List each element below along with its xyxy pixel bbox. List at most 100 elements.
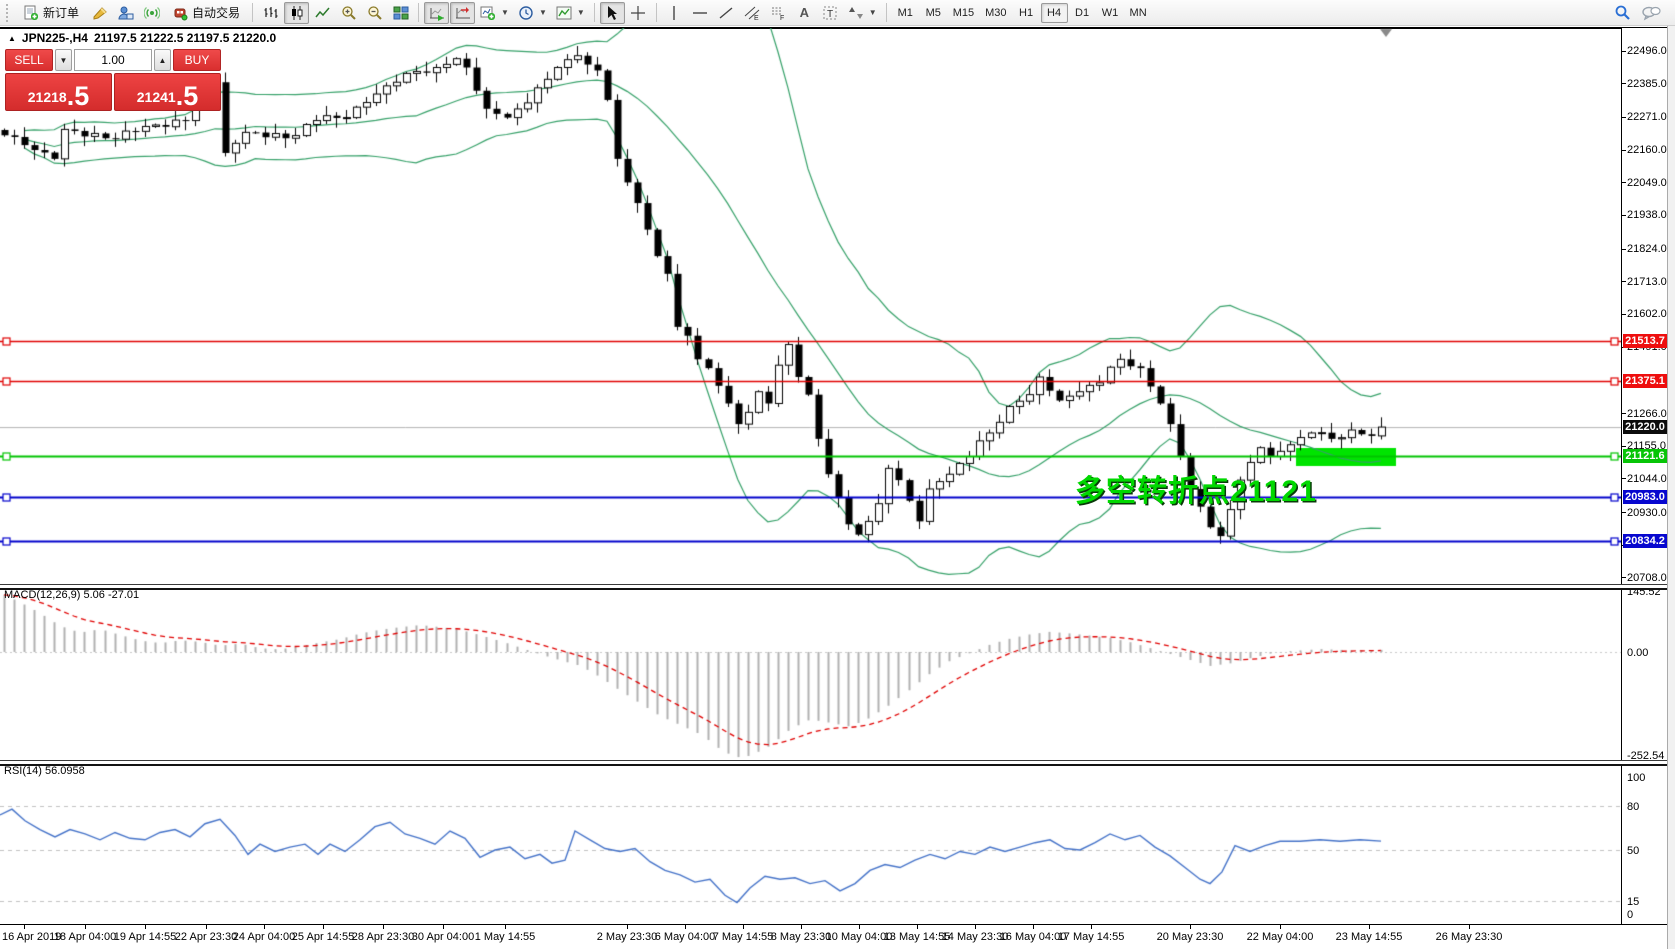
bar-chart-button[interactable] xyxy=(258,2,283,24)
price-tag[interactable]: 21121.6 xyxy=(1623,449,1667,464)
window-edge xyxy=(1667,0,1675,949)
auto-scroll-button[interactable] xyxy=(424,1,450,24)
time-axis-label: 7 May 14:55 xyxy=(712,931,774,943)
pane-separator[interactable] xyxy=(0,584,1667,590)
time-axis[interactable]: 16 Apr 2019 18 Apr 04:00 19 Apr 14:55 22 Ap… xyxy=(0,924,1667,949)
new-order-button[interactable]: 新订单 xyxy=(16,2,86,24)
toolbar-separator xyxy=(885,3,887,22)
chart-canvas[interactable] xyxy=(0,28,1621,925)
zoom-in-button[interactable] xyxy=(336,2,361,24)
label-icon: T xyxy=(822,5,838,21)
templates-button[interactable]: ▼ xyxy=(552,2,589,24)
chevron-down-icon: ▼ xyxy=(538,8,547,17)
horizontal-line-tool-button[interactable] xyxy=(688,2,713,24)
tile-windows-button[interactable] xyxy=(388,2,413,24)
trendline-tool-button[interactable] xyxy=(714,2,739,24)
rsi-axis-label: 0 xyxy=(1627,909,1634,921)
timeframe-button-M1[interactable]: M1 xyxy=(897,6,913,19)
price-axis-label: 21938.0 xyxy=(1627,209,1667,222)
volume-increase-button[interactable]: ▲ xyxy=(154,49,171,71)
search-icon[interactable] xyxy=(1614,4,1631,21)
collapse-icon[interactable]: ▲ xyxy=(8,33,16,43)
pane-separator[interactable] xyxy=(0,760,1667,766)
price-tick xyxy=(1622,182,1626,184)
price-axis-label: 22160.0 xyxy=(1627,144,1667,157)
timeframe-button-H4[interactable]: H4 xyxy=(1040,2,1068,23)
styler-button[interactable] xyxy=(87,2,112,24)
sell-price-main: 21218 xyxy=(27,89,67,105)
price-tick xyxy=(1622,214,1626,216)
cursor-icon xyxy=(604,5,620,21)
price-axis-label: 22049.0 xyxy=(1627,176,1667,189)
time-axis-label: 14 May 23:30 xyxy=(941,931,1009,943)
time-axis-label: 23 May 14:55 xyxy=(1335,931,1403,943)
tile-windows-icon xyxy=(393,5,409,21)
price-tag[interactable]: 20983.0 xyxy=(1623,489,1667,504)
cursor-tool-button[interactable] xyxy=(599,1,625,24)
price-tag[interactable]: 21220.0 xyxy=(1623,420,1667,435)
crayon-icon xyxy=(92,5,108,21)
timeframe-button-H1[interactable]: H1 xyxy=(1019,6,1034,19)
chart-shift-button[interactable] xyxy=(450,1,476,24)
price-tick xyxy=(1622,512,1626,514)
autotrading-button[interactable]: 自动交易 xyxy=(165,2,247,24)
price-tag[interactable]: 21375.1 xyxy=(1623,374,1667,389)
rsi-value: 56.0958 xyxy=(44,765,85,777)
signal-icon xyxy=(143,5,160,21)
profile-button[interactable] xyxy=(113,2,138,24)
price-axis-label: 21824.0 xyxy=(1627,243,1667,256)
time-tick xyxy=(85,925,86,929)
time-axis-label: 25 Apr 14:55 xyxy=(291,931,355,943)
text-tool-button[interactable]: A xyxy=(792,2,817,24)
new-chart-button[interactable]: ▼ xyxy=(476,2,513,24)
profile-icon xyxy=(118,5,134,21)
toolbar-grip[interactable] xyxy=(6,3,11,22)
sell-button[interactable]: SELL xyxy=(5,49,53,71)
fibonacci-icon: F xyxy=(770,5,786,21)
timeframe-button-M5[interactable]: M5 xyxy=(925,6,941,19)
buy-button[interactable]: BUY xyxy=(173,49,221,71)
time-tick xyxy=(1469,925,1470,929)
candlestick-chart-button[interactable] xyxy=(284,1,310,24)
time-axis-label: 16 Apr 2019 xyxy=(2,931,62,943)
volume-input[interactable] xyxy=(74,49,152,71)
timeframe-group: M1 M5 M15 M30 H1 H4 D1 W1 MN xyxy=(892,2,1152,23)
price-tag[interactable]: 20834.2 xyxy=(1623,533,1667,548)
price-axis-label: 20708.0 xyxy=(1627,571,1667,584)
channel-tool-button[interactable]: E xyxy=(740,2,765,24)
volume-decrease-button[interactable]: ▼ xyxy=(55,49,72,71)
timeframe-button-W1[interactable]: W1 xyxy=(1101,6,1119,19)
time-axis-label: 30 Apr 04:00 xyxy=(411,931,475,943)
chat-icon[interactable] xyxy=(1641,5,1661,21)
template-icon xyxy=(556,5,572,21)
signal-button[interactable] xyxy=(139,2,164,24)
autotrading-label: 自动交易 xyxy=(192,6,241,20)
arrows-icon xyxy=(848,5,864,21)
price-tick xyxy=(1622,478,1626,480)
vertical-line-tool-button[interactable] xyxy=(662,2,687,24)
price-tag[interactable]: 21513.7 xyxy=(1623,333,1667,348)
trendline-icon xyxy=(718,5,734,21)
sell-price-box[interactable]: 21218 .5 xyxy=(5,73,112,111)
crosshair-icon xyxy=(630,5,646,21)
timeframe-button-M15[interactable]: M15 xyxy=(952,6,975,19)
timeframe-button-M30[interactable]: M30 xyxy=(985,6,1007,19)
timeframe-button-MN[interactable]: MN xyxy=(1129,6,1147,19)
symbol-period: JPN225-,H4 xyxy=(21,31,88,45)
time-tick xyxy=(443,925,444,929)
time-axis-label: 13 May 14:55 xyxy=(883,931,951,943)
price-axis-label: 21266.0 xyxy=(1627,407,1667,420)
fibonacci-tool-button[interactable]: F xyxy=(766,2,791,24)
line-chart-button[interactable] xyxy=(310,2,335,24)
price-axis[interactable]: 22496.0 22385.0 22271.0 22160.0 22049.0 21938… xyxy=(1621,28,1667,924)
timeframe-button-D1[interactable]: D1 xyxy=(1075,6,1090,19)
periodicity-button[interactable]: ▼ xyxy=(514,2,551,24)
zoom-out-button[interactable] xyxy=(362,2,387,24)
line-chart-icon xyxy=(314,5,331,21)
chart-annotation-text[interactable]: 多空转折点21121 xyxy=(1075,475,1317,508)
crosshair-tool-button[interactable] xyxy=(626,2,651,24)
arrows-tool-button[interactable]: ▼ xyxy=(844,2,881,24)
buy-price-box[interactable]: 21241 .5 xyxy=(114,73,221,111)
label-tool-button[interactable]: T xyxy=(818,2,843,24)
toolbar-separator xyxy=(252,3,254,22)
